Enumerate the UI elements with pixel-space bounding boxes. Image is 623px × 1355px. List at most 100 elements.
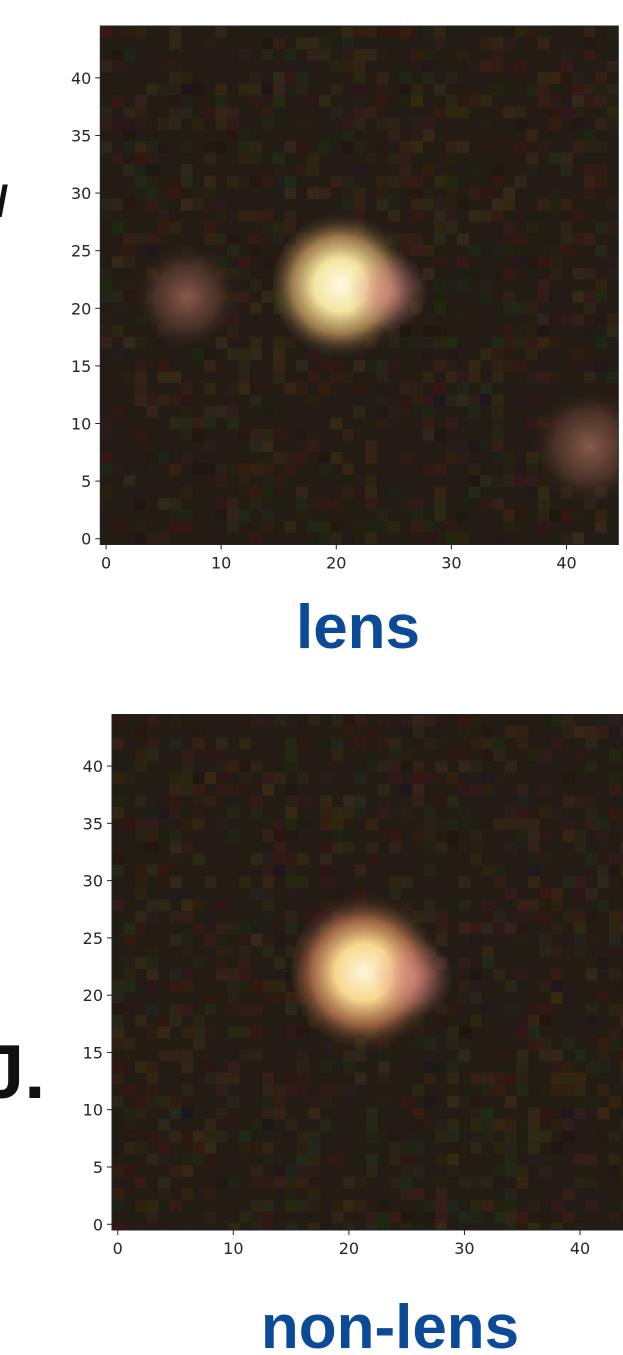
pixel: [538, 314, 550, 326]
pixel: [607, 268, 619, 280]
pixel: [239, 1050, 251, 1062]
pixel: [401, 726, 413, 738]
pixel: [549, 256, 561, 268]
pixel: [284, 61, 296, 73]
pixel: [124, 1084, 136, 1096]
pixel: [320, 853, 332, 865]
pixel: [331, 498, 343, 510]
pixel: [135, 233, 147, 245]
pixel: [273, 84, 285, 96]
pixel: [424, 772, 436, 784]
pixel: [401, 865, 413, 877]
pixel: [436, 738, 448, 750]
pixel: [551, 969, 563, 981]
pixel: [319, 95, 331, 107]
pixel: [503, 452, 515, 464]
pixel: [262, 865, 274, 877]
pixel: [170, 738, 182, 750]
pixel: [528, 842, 540, 854]
pixel: [459, 807, 471, 819]
pixel: [446, 521, 458, 533]
pixel: [503, 222, 515, 234]
pixel: [470, 969, 482, 981]
pixel: [584, 164, 596, 176]
pixel: [169, 26, 181, 38]
pixel: [112, 1188, 124, 1200]
pixel: [320, 807, 332, 819]
pixel: [609, 911, 621, 923]
pixel: [274, 957, 286, 969]
pixel: [273, 95, 285, 107]
pixel: [124, 934, 136, 946]
pixel: [597, 1084, 609, 1096]
caption: non-lens: [261, 1293, 519, 1355]
pixel: [135, 521, 147, 533]
pixel: [250, 245, 262, 257]
pixel: [436, 761, 448, 773]
pixel: [147, 807, 159, 819]
pixel: [526, 164, 538, 176]
pixel: [561, 314, 573, 326]
pixel: [204, 383, 216, 395]
pixel: [447, 1073, 459, 1085]
pixel: [538, 302, 550, 314]
pixel: [401, 1223, 413, 1235]
pixel: [204, 187, 216, 199]
pixel: [181, 394, 193, 406]
pixel: [401, 1211, 413, 1223]
pixel: [135, 118, 147, 130]
pixel: [342, 38, 354, 50]
pixel: [285, 819, 297, 831]
pixel: [482, 865, 494, 877]
pixel: [411, 406, 423, 418]
pixel: [215, 210, 227, 222]
pixel: [261, 429, 273, 441]
pixel: [261, 84, 273, 96]
pixel: [595, 245, 607, 257]
pixel: [285, 749, 297, 761]
pixel: [251, 980, 263, 992]
pixel: [526, 314, 538, 326]
pixel: [400, 452, 412, 464]
pixel: [135, 726, 147, 738]
source-blob: [372, 938, 453, 1019]
pixel: [181, 498, 193, 510]
pixel: [262, 1211, 274, 1223]
pixel: [215, 509, 227, 521]
pixel: [538, 84, 550, 96]
pixel: [459, 957, 471, 969]
pixel: [503, 475, 515, 487]
pixel: [343, 726, 355, 738]
pixel: [169, 452, 181, 464]
pixel: [503, 325, 515, 337]
pixel: [434, 164, 446, 176]
pixel: [342, 486, 354, 498]
pixel: [170, 715, 182, 727]
pixel: [147, 980, 159, 992]
pixel: [411, 95, 423, 107]
pixel: [227, 417, 239, 429]
pixel: [112, 807, 124, 819]
pixel: [147, 1096, 159, 1108]
pixel: [181, 1223, 193, 1235]
pixel: [493, 1142, 505, 1154]
pixel: [423, 61, 435, 73]
pixel: [424, 715, 436, 727]
pixel: [424, 865, 436, 877]
pixel: [135, 911, 147, 923]
y-tick-label: 5: [81, 472, 91, 491]
pixel: [378, 795, 390, 807]
pixel: [423, 532, 435, 544]
image: [100, 26, 623, 545]
pixel: [204, 222, 216, 234]
pixel: [434, 360, 446, 372]
pixel: [469, 371, 481, 383]
pixel: [285, 923, 297, 935]
pixel: [528, 1119, 540, 1131]
pixel: [354, 95, 366, 107]
pixel: [563, 726, 575, 738]
pixel: [572, 107, 584, 119]
pixel: [400, 84, 412, 96]
pixel: [135, 876, 147, 888]
pixel: [561, 245, 573, 257]
